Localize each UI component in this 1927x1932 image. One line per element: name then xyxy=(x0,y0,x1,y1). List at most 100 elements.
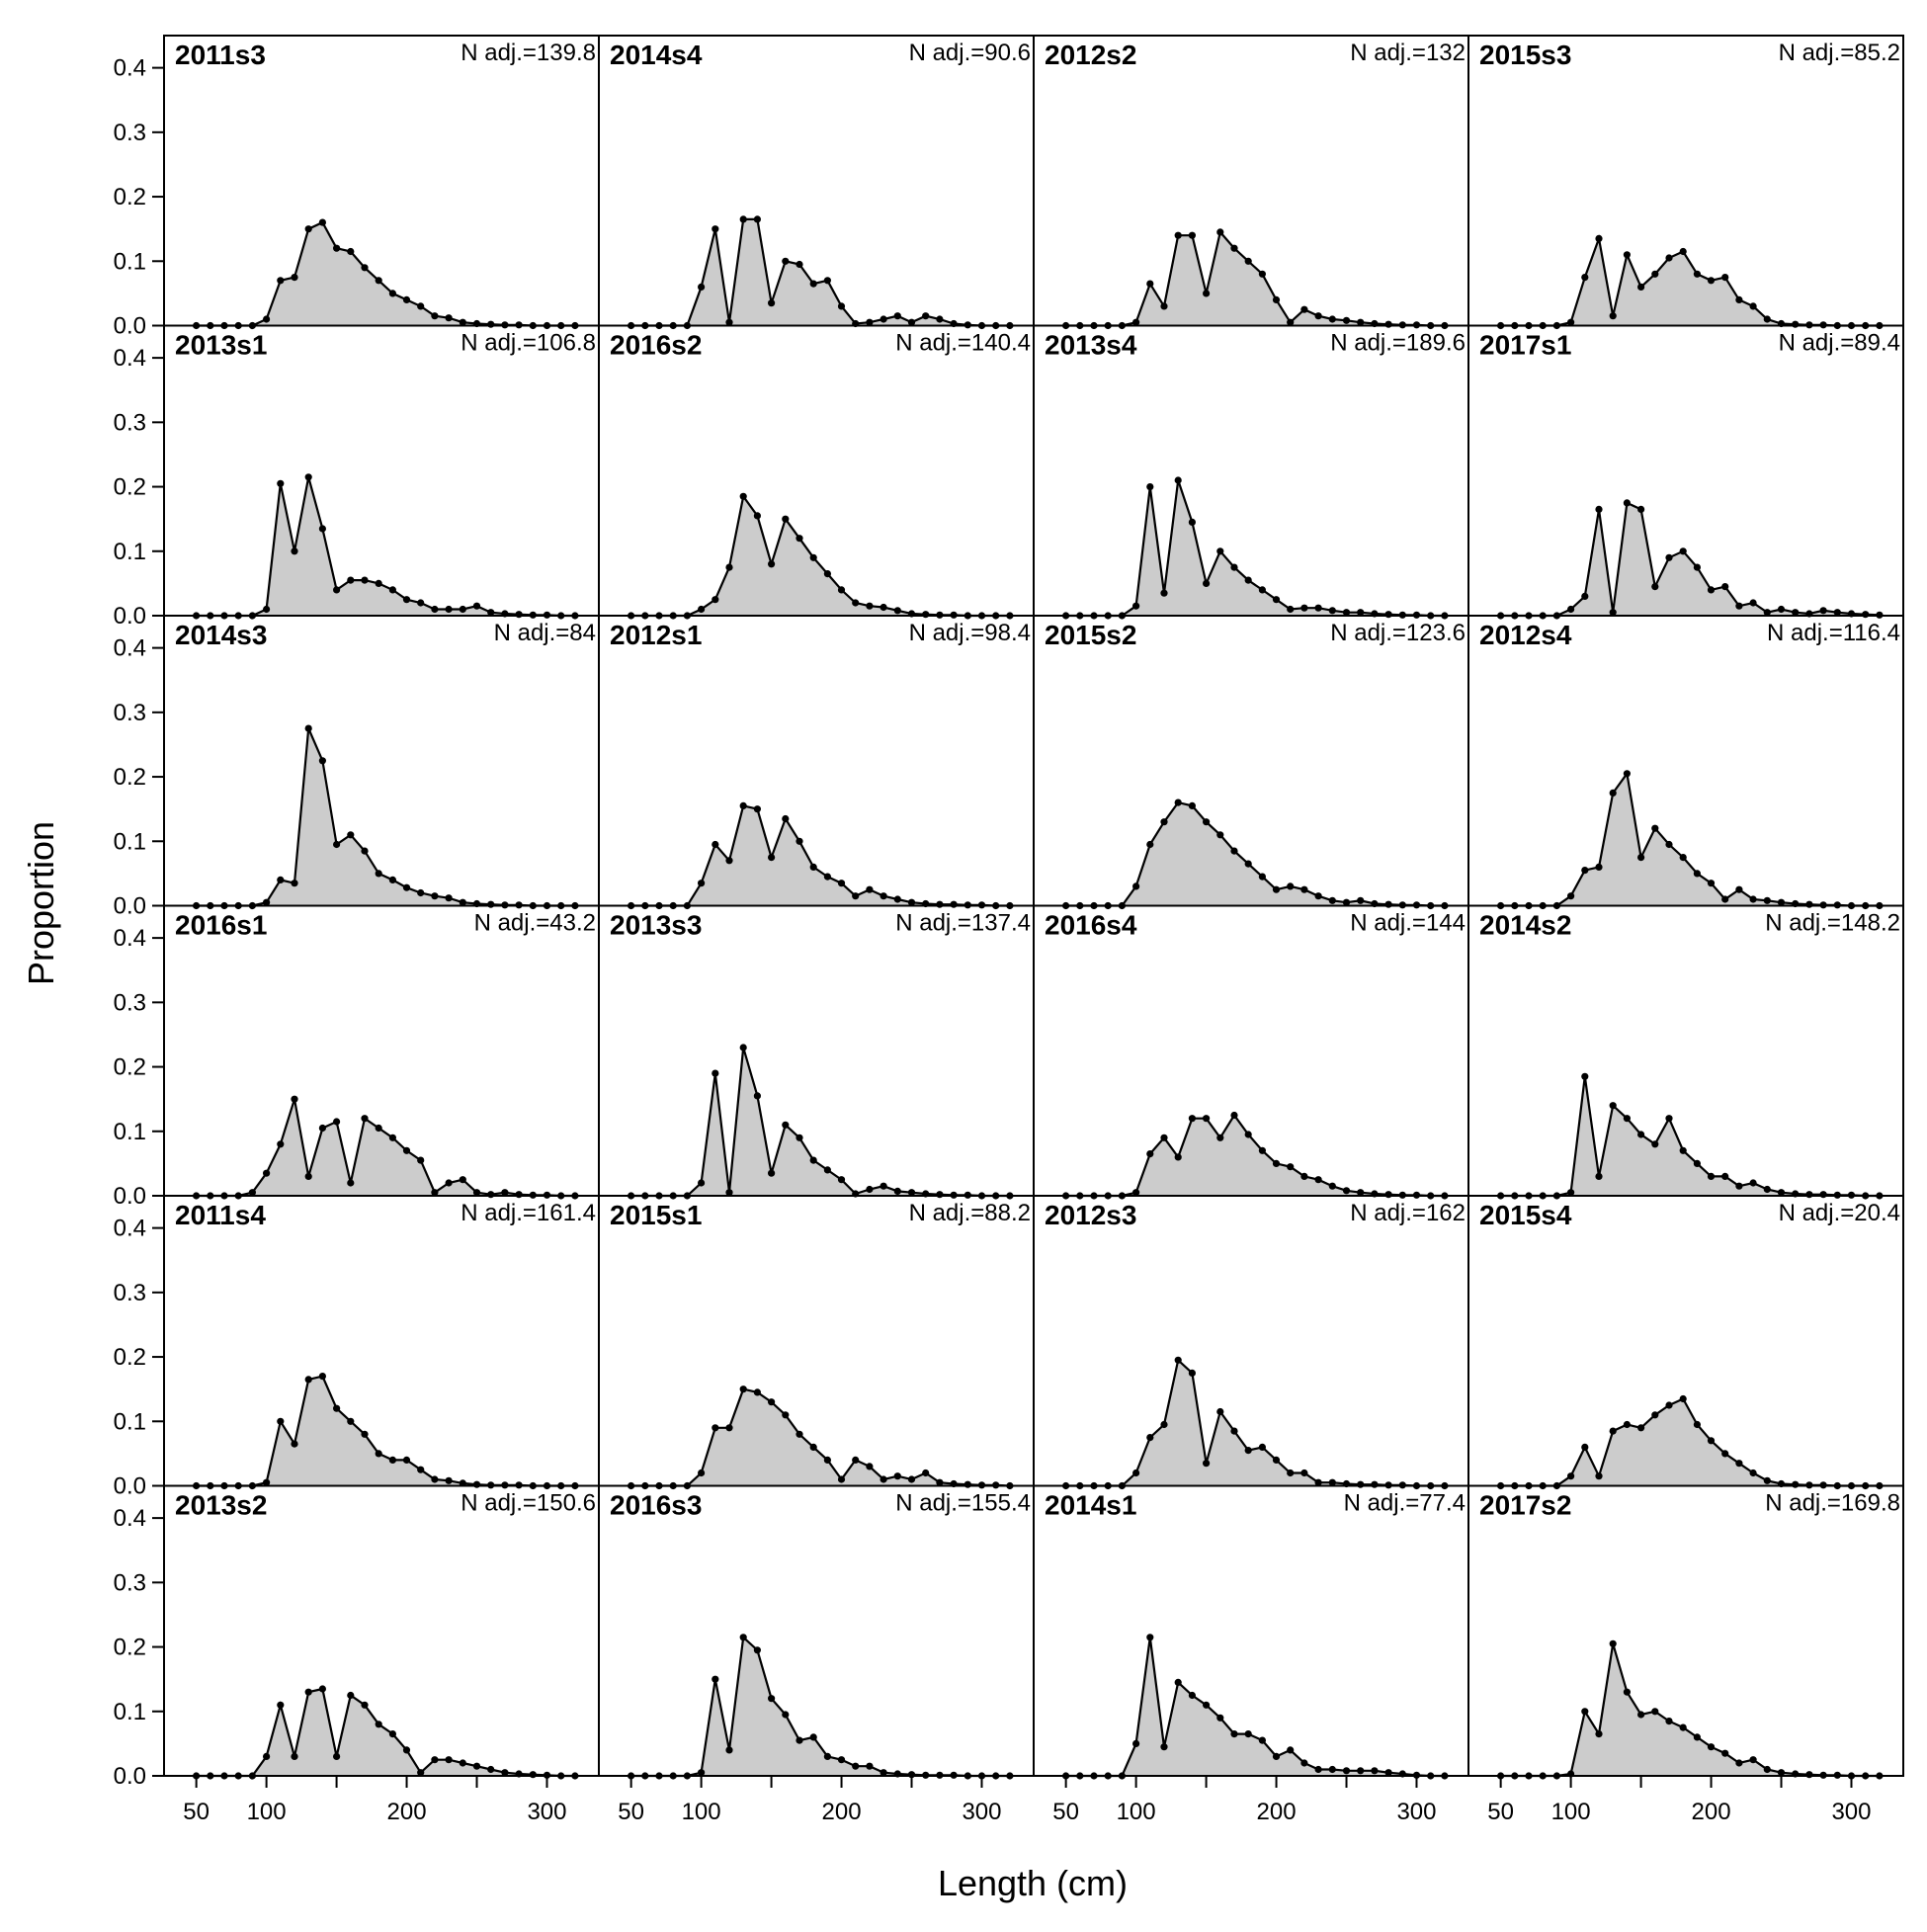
data-point xyxy=(1230,563,1238,571)
data-point xyxy=(1300,1172,1308,1180)
data-point xyxy=(1763,609,1771,617)
data-point xyxy=(907,318,916,326)
data-point xyxy=(277,1140,285,1148)
data-point xyxy=(277,1417,285,1425)
data-point xyxy=(782,1411,790,1419)
data-point xyxy=(1287,1163,1295,1171)
y-tick-label: 0.2 xyxy=(114,1635,146,1661)
y-tick-label: 0.4 xyxy=(114,635,146,662)
y-tick-label: 0.1 xyxy=(114,828,146,855)
data-point xyxy=(1749,895,1757,903)
data-point xyxy=(1146,280,1154,288)
data-point xyxy=(1735,1182,1743,1190)
panel-2013s3: 2013s3 N adj.=137.4 xyxy=(598,904,1035,1200)
data-point xyxy=(809,553,817,561)
data-point xyxy=(304,225,312,233)
data-point xyxy=(361,847,369,855)
data-point xyxy=(1763,1476,1771,1484)
data-point xyxy=(472,1480,481,1488)
data-point xyxy=(1272,1159,1281,1167)
data-point xyxy=(1384,900,1392,908)
data-point xyxy=(1567,1189,1575,1197)
data-point xyxy=(837,1756,846,1764)
data-point xyxy=(725,1189,733,1197)
data-point xyxy=(1595,505,1603,513)
data-point xyxy=(402,596,411,604)
data-point xyxy=(388,876,396,884)
panel-frame xyxy=(163,1195,600,1487)
data-point xyxy=(768,1695,776,1703)
data-point xyxy=(1609,789,1617,798)
data-point xyxy=(1665,553,1673,561)
data-point xyxy=(291,880,298,887)
data-point xyxy=(529,1771,537,1779)
y-tick-label: 0.0 xyxy=(114,1763,146,1790)
area-fill xyxy=(1065,1637,1445,1776)
data-point xyxy=(725,857,733,865)
data-point xyxy=(1651,583,1659,591)
panel-label: 2017s1 xyxy=(1479,330,1571,361)
data-point xyxy=(1805,1191,1813,1199)
data-point xyxy=(1188,1369,1196,1377)
y-tick-label: 0.3 xyxy=(114,1280,146,1306)
data-point xyxy=(304,473,312,481)
data-point xyxy=(880,1769,887,1777)
data-point xyxy=(445,314,453,322)
data-point xyxy=(1609,609,1617,617)
data-point xyxy=(796,535,803,543)
data-point xyxy=(1581,274,1589,282)
data-point xyxy=(1300,885,1308,893)
panel-label: 2011s3 xyxy=(175,40,266,70)
panel-2013s4: 2013s4 N adj.=189.6 xyxy=(1033,324,1469,620)
y-tick-label: 0.0 xyxy=(114,1183,146,1210)
data-point xyxy=(698,1469,706,1477)
series-line xyxy=(630,1387,1010,1487)
data-point xyxy=(347,1179,355,1187)
data-point xyxy=(1230,244,1238,252)
data-point xyxy=(866,318,874,326)
n-adj-label: N adj.=155.4 xyxy=(895,1490,1031,1517)
data-point xyxy=(1328,896,1336,904)
data-point xyxy=(487,1765,495,1774)
data-point xyxy=(936,315,944,323)
y-tick-label: 0.0 xyxy=(114,313,146,340)
data-point xyxy=(388,586,396,594)
panel-2014s2: 2014s2 N adj.=148.2 xyxy=(1467,904,1904,1200)
x-tick-label: 200 xyxy=(822,1799,862,1825)
data-point xyxy=(1342,609,1351,617)
data-point xyxy=(1721,895,1729,903)
data-point xyxy=(753,1092,762,1100)
data-point xyxy=(1188,801,1196,810)
panel-label: 2014s4 xyxy=(610,40,703,70)
data-point xyxy=(782,1711,790,1719)
data-point xyxy=(445,1756,453,1764)
data-point xyxy=(1342,898,1351,906)
series-line xyxy=(630,217,1010,327)
data-point xyxy=(1314,1478,1322,1486)
panel-frame xyxy=(1033,1195,1469,1487)
x-tick-label: 200 xyxy=(387,1799,427,1825)
data-point xyxy=(304,1376,312,1384)
panel-frame xyxy=(163,324,600,617)
data-point xyxy=(1567,892,1575,900)
n-adj-label: N adj.=20.4 xyxy=(1779,1200,1900,1226)
data-point xyxy=(1216,1407,1224,1416)
data-point xyxy=(1721,583,1729,591)
n-adj-label: N adj.=85.2 xyxy=(1779,40,1900,66)
data-point xyxy=(333,586,341,594)
data-point xyxy=(1244,257,1252,265)
data-point xyxy=(1300,305,1308,313)
data-point xyxy=(263,315,271,323)
data-point xyxy=(459,1759,466,1767)
data-point xyxy=(698,1769,706,1777)
data-point xyxy=(1216,1714,1224,1722)
data-point xyxy=(1609,312,1617,320)
data-point xyxy=(922,611,930,619)
data-point xyxy=(1328,315,1336,323)
y-tick-label: 0.3 xyxy=(114,989,146,1016)
data-point xyxy=(501,1769,509,1777)
x-tick-label: 100 xyxy=(1117,1799,1156,1825)
panel-frame xyxy=(598,615,1035,907)
data-point xyxy=(431,605,439,614)
